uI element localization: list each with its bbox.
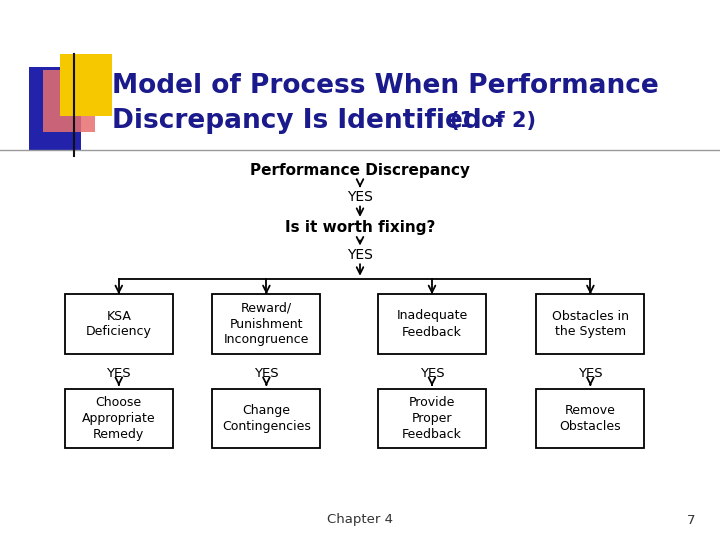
Bar	[60, 54, 112, 116]
Bar	[378, 389, 486, 448]
Text: Is it worth fixing?: Is it worth fixing?	[285, 220, 435, 235]
Text: YES: YES	[254, 367, 279, 380]
Text: Chapter 4: Chapter 4	[327, 514, 393, 526]
Bar	[65, 389, 173, 448]
Text: Choose
Appropriate
Remedy: Choose Appropriate Remedy	[82, 396, 156, 441]
Text: YES: YES	[107, 367, 131, 380]
Bar	[536, 294, 644, 354]
Text: Reward/
Punishment
Incongruence: Reward/ Punishment Incongruence	[224, 301, 309, 347]
Bar	[65, 294, 173, 354]
Text: YES: YES	[347, 190, 373, 204]
Bar	[378, 294, 486, 354]
Text: Model of Process When Performance: Model of Process When Performance	[112, 73, 658, 99]
Text: Remove
Obstacles: Remove Obstacles	[559, 404, 621, 433]
Text: KSA
Deficiency: KSA Deficiency	[86, 309, 152, 339]
Text: YES: YES	[347, 248, 373, 262]
Bar	[212, 389, 320, 448]
Text: Inadequate
Feedback: Inadequate Feedback	[397, 309, 467, 339]
Text: YES: YES	[420, 367, 444, 380]
Text: 7: 7	[687, 514, 696, 526]
Text: Change
Contingencies: Change Contingencies	[222, 404, 311, 433]
Text: (1 of 2): (1 of 2)	[450, 111, 536, 132]
Text: Performance Discrepancy: Performance Discrepancy	[250, 163, 470, 178]
Bar	[212, 294, 320, 354]
Bar	[29, 68, 81, 151]
Text: Provide
Proper
Feedback: Provide Proper Feedback	[402, 396, 462, 441]
Bar	[43, 70, 95, 132]
Text: YES: YES	[578, 367, 603, 380]
Text: Discrepancy Is Identified –: Discrepancy Is Identified –	[112, 109, 513, 134]
Text: Obstacles in
the System: Obstacles in the System	[552, 309, 629, 339]
Bar	[536, 389, 644, 448]
